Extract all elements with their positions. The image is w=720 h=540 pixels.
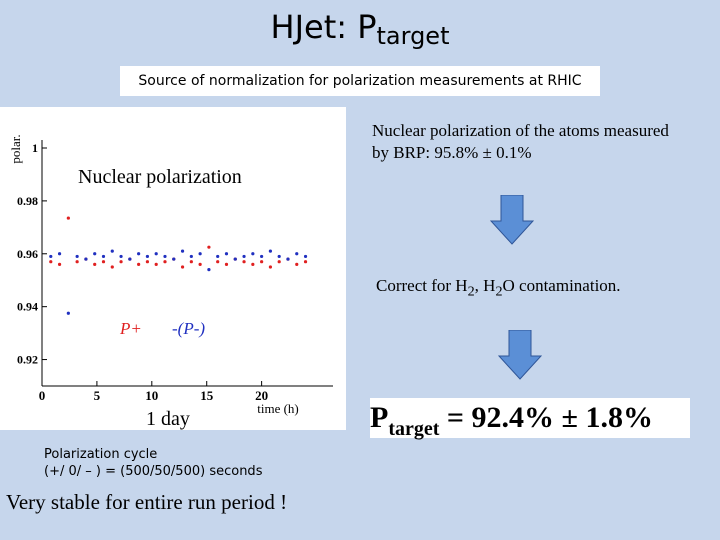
text: P [370,401,389,434]
data-point [242,254,246,259]
y-tick-label: 0.94 [17,300,38,314]
data-point [216,254,220,259]
text: (+/ 0/ – ) = (500/50/500) seconds [44,464,263,479]
text: O contamination. [502,276,621,295]
slide-title: HJet: Ptarget [0,8,720,50]
data-point [198,262,202,266]
text: 2 [467,283,475,300]
data-point [154,252,158,256]
data-point [295,252,299,256]
subtitle: Source of normalization for polarization… [120,66,600,96]
data-point [66,216,70,220]
y-tick-label: 0.92 [17,353,38,367]
data-point [163,260,167,264]
x-tick-label: 20 [255,388,268,403]
data-point [75,260,79,264]
data-point [49,254,53,259]
legend-label: P+ [119,319,142,338]
data-point [207,268,211,272]
data-point [268,265,273,269]
data-point [233,257,237,261]
data-point [49,260,53,264]
data-point [216,260,220,264]
text: , H [474,276,496,295]
correction: Correct for H2, H2O contamination. [376,276,621,300]
legend-label: -(P-) [172,319,205,338]
data-point [207,245,211,249]
result: Ptarget = 92.4% ± 1.8% [370,398,690,440]
data-point [57,262,62,266]
data-point [251,252,255,256]
day-label: 1 day [146,408,190,430]
text: Polarization cycle [44,447,158,462]
x-axis-label: time (h) [257,401,299,416]
y-axis-label: polar. [8,134,23,163]
data-point [180,265,185,269]
chart-background [0,107,346,430]
data-point [101,254,106,259]
title-sub: target [376,22,450,50]
data-point [57,252,62,256]
data-point [260,260,264,264]
data-point [268,249,273,253]
data-point [75,254,79,259]
brp-note: Nuclear polarization of the atoms measur… [372,121,669,162]
data-point [286,257,290,261]
data-point [198,252,202,256]
data-point [277,254,281,259]
text: Correct for H [376,276,468,295]
data-point [128,257,132,261]
data-point [251,262,255,266]
data-point [93,252,97,256]
data-point [189,254,193,259]
data-point [172,257,176,261]
data-point [119,260,123,264]
x-tick-label: 10 [145,388,158,403]
data-point [295,262,299,266]
data-point [119,254,123,259]
text: = 92.4% ± 1.8% [439,401,653,434]
data-point [66,311,70,315]
data-point [224,252,229,256]
data-point [145,260,150,264]
title-main: HJet: P [270,8,377,46]
data-point [189,260,193,264]
data-point [180,249,185,253]
data-point [110,249,114,253]
arrow-down [490,195,534,245]
arrow-down [498,330,542,380]
text: target [388,418,440,440]
annotation: Nuclear polarization [78,166,242,188]
x-tick-label: 15 [200,388,214,403]
y-tick-label: 0.98 [17,194,38,208]
text: 2 [495,283,503,300]
y-tick-label: 0.96 [17,247,38,261]
data-point [137,252,141,256]
y-tick-label: 1 [32,141,38,155]
data-point [277,260,281,264]
data-point [84,257,88,261]
data-point [242,260,246,264]
data-point [154,262,158,266]
data-point [145,254,150,259]
data-point [137,262,141,266]
conclusion: Very stable for entire run period ! [6,490,288,514]
data-point [163,254,167,259]
x-tick-label: 0 [39,388,46,403]
data-point [224,262,229,266]
data-point [101,260,106,264]
data-point [303,260,308,264]
data-point [260,254,264,259]
data-point [303,254,308,259]
x-tick-label: 5 [94,388,101,403]
data-point [93,262,97,266]
data-point [110,265,114,269]
cycle-note: Polarization cycle (+/ 0/ – ) = (500/50/5… [44,446,262,480]
